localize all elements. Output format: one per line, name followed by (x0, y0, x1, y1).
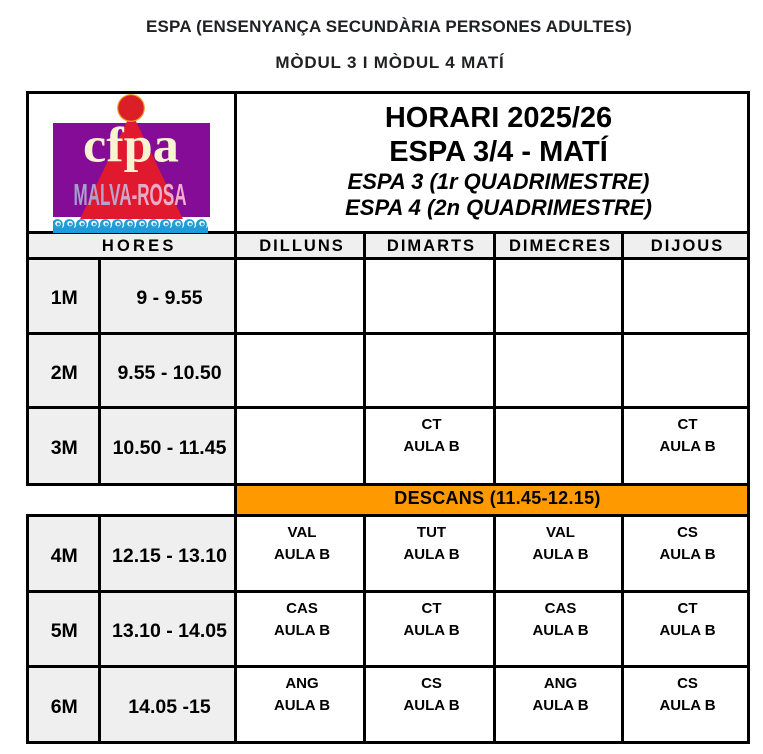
svg-text:MALVA-ROSA: MALVA-ROSA (74, 177, 187, 212)
svg-text:cfpa: cfpa (83, 117, 179, 173)
